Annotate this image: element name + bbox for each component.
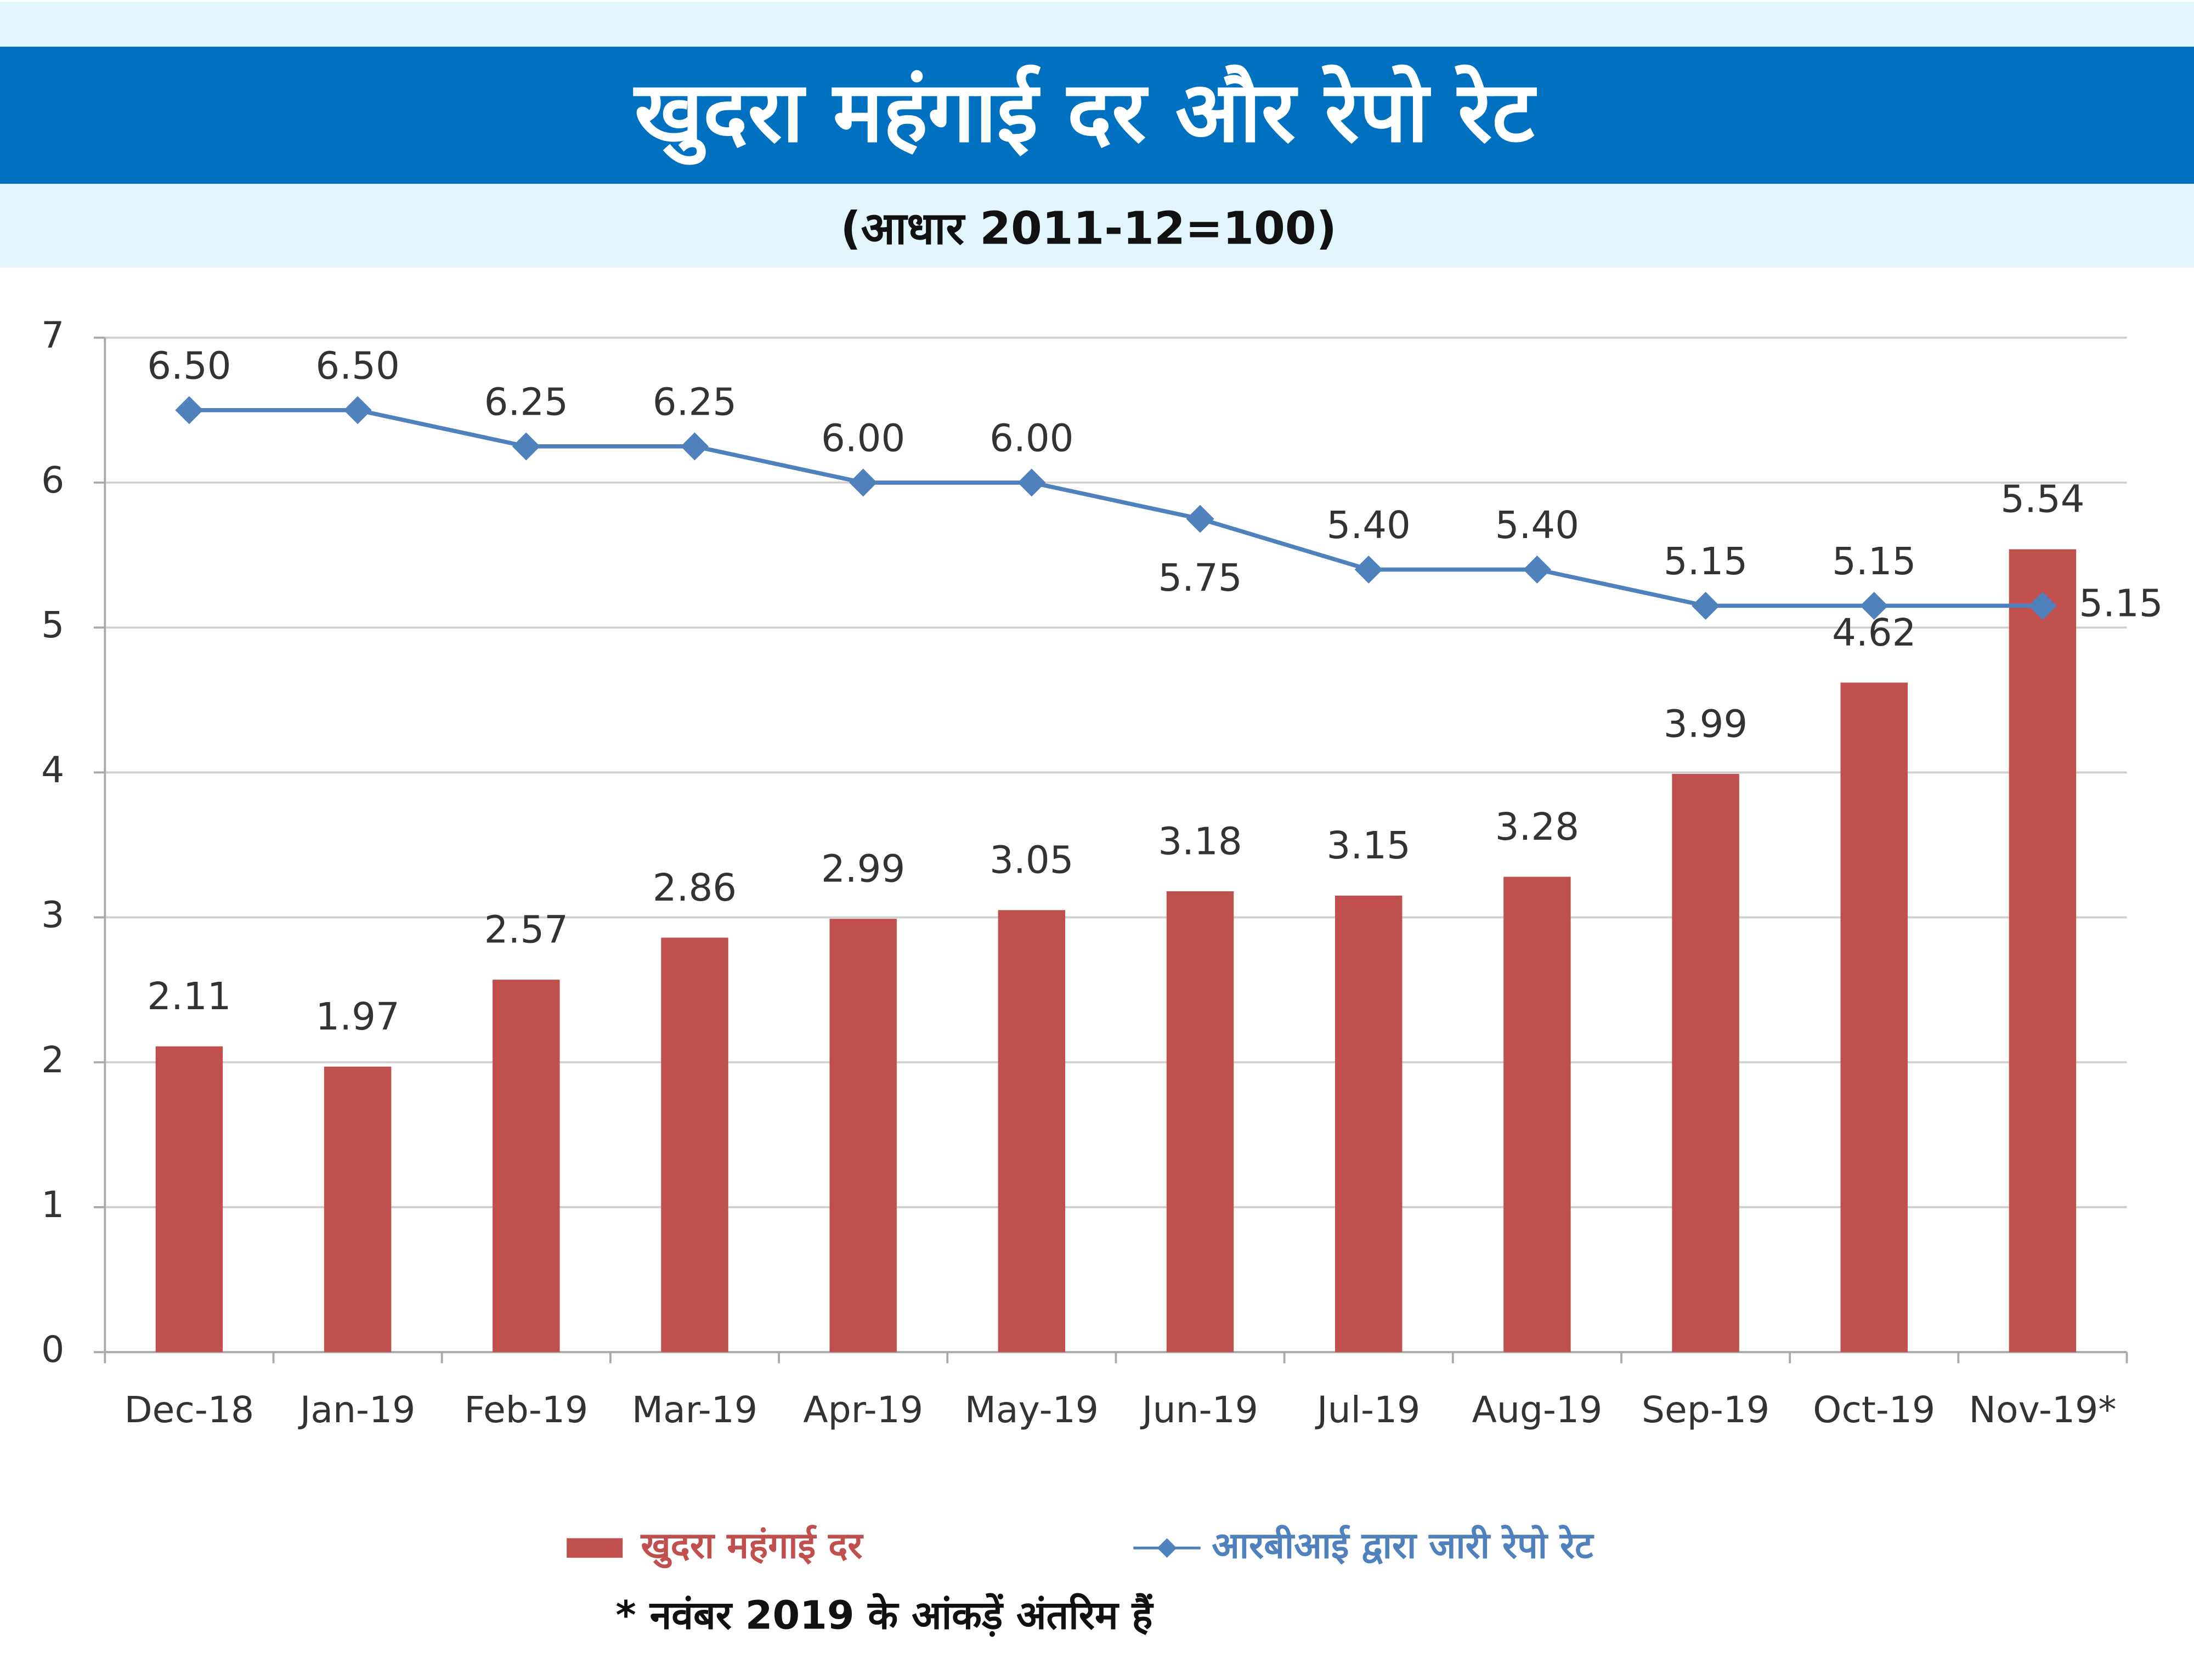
y-tick-label: 4 — [41, 748, 64, 791]
x-tick-label: Aug-19 — [1472, 1388, 1603, 1431]
data-label: 6.50 — [147, 344, 231, 388]
data-label: 6.50 — [315, 344, 399, 388]
x-tick-label: May-19 — [965, 1388, 1099, 1431]
bar — [1335, 895, 1403, 1353]
x-tick-label: Apr-19 — [803, 1388, 923, 1431]
point — [512, 432, 540, 461]
legend-swatch — [567, 1538, 623, 1558]
point — [175, 396, 203, 425]
x-tick-label: Jun-19 — [1140, 1388, 1258, 1431]
point — [849, 468, 878, 497]
bar — [493, 980, 560, 1353]
data-label: 1.97 — [315, 995, 399, 1039]
x-tick-label: Oct-19 — [1813, 1388, 1935, 1431]
chart-subtitle: (आधार 2011-12=100) — [840, 202, 1337, 254]
point — [1186, 505, 1214, 533]
bar — [324, 1066, 392, 1353]
line — [189, 408, 2043, 608]
x-tick-label: Sep-19 — [1642, 1388, 1769, 1431]
legend-label: खुदरा महंगाई दर — [640, 1524, 864, 1568]
legend-label: आरबीआई द्वारा जारी रेपो रेट — [1212, 1524, 1594, 1566]
point — [1692, 591, 1720, 620]
data-label: 5.75 — [1158, 556, 1242, 600]
bar — [1672, 773, 1739, 1353]
point — [680, 432, 709, 461]
data-label: 2.11 — [147, 975, 231, 1019]
point — [1523, 555, 1551, 584]
x-tick-label: Feb-19 — [464, 1388, 588, 1431]
data-label: 3.28 — [1495, 805, 1579, 849]
data-label: 5.15 — [1832, 540, 1916, 584]
y-tick-label: 3 — [41, 893, 64, 936]
point — [1017, 468, 1046, 497]
data-label: 3.05 — [989, 839, 1073, 883]
point — [2028, 591, 2057, 620]
data-label: 6.25 — [653, 380, 737, 424]
bar — [998, 910, 1066, 1353]
y-tick-label: 5 — [41, 603, 64, 646]
data-label: 6.00 — [989, 416, 1073, 460]
x-tick-label: Nov-19* — [1969, 1388, 2116, 1431]
data-label: 5.15 — [2079, 582, 2163, 626]
data-label: 3.15 — [1327, 824, 1411, 868]
bar — [829, 919, 897, 1353]
y-tick-label: 2 — [41, 1038, 64, 1081]
x-tick-label: Dec-18 — [125, 1388, 255, 1431]
data-label: 5.40 — [1327, 504, 1411, 547]
bar — [1166, 891, 1234, 1353]
legend-swatch — [1157, 1538, 1177, 1558]
bar — [2009, 549, 2077, 1353]
data-label: 5.15 — [1664, 540, 1748, 584]
y-tick-label: 1 — [41, 1183, 64, 1226]
y-tick-label: 6 — [41, 459, 64, 501]
data-label: 2.57 — [484, 908, 568, 952]
data-label: 5.54 — [2000, 478, 2084, 522]
bar — [1503, 876, 1571, 1353]
point — [343, 396, 372, 425]
data-label: 2.86 — [653, 866, 737, 910]
bar — [155, 1046, 223, 1353]
data-label: 2.99 — [821, 847, 905, 891]
x-tick-label: Mar-19 — [632, 1388, 757, 1431]
data-label: 3.18 — [1158, 819, 1242, 863]
bar — [1840, 682, 1908, 1353]
x-tick-label: Jul-19 — [1315, 1388, 1420, 1431]
data-label: 6.25 — [484, 380, 568, 424]
chart-title: खुदरा महंगाई दर और रेपो रेट — [633, 64, 1537, 165]
data-label: 6.00 — [821, 416, 905, 460]
y-tick-label: 7 — [41, 314, 64, 357]
footnote: * नवंबर 2019 के आंकड़ें अंतरिम हैं — [615, 1592, 1154, 1638]
y-tick-label: 0 — [41, 1328, 64, 1371]
title-band — [0, 47, 2194, 184]
point — [1354, 555, 1383, 584]
bar — [661, 937, 728, 1353]
data-label: 5.40 — [1495, 504, 1579, 547]
x-tick-label: Jan-19 — [298, 1388, 416, 1431]
data-label: 3.99 — [1664, 702, 1748, 746]
point — [1860, 591, 1888, 620]
